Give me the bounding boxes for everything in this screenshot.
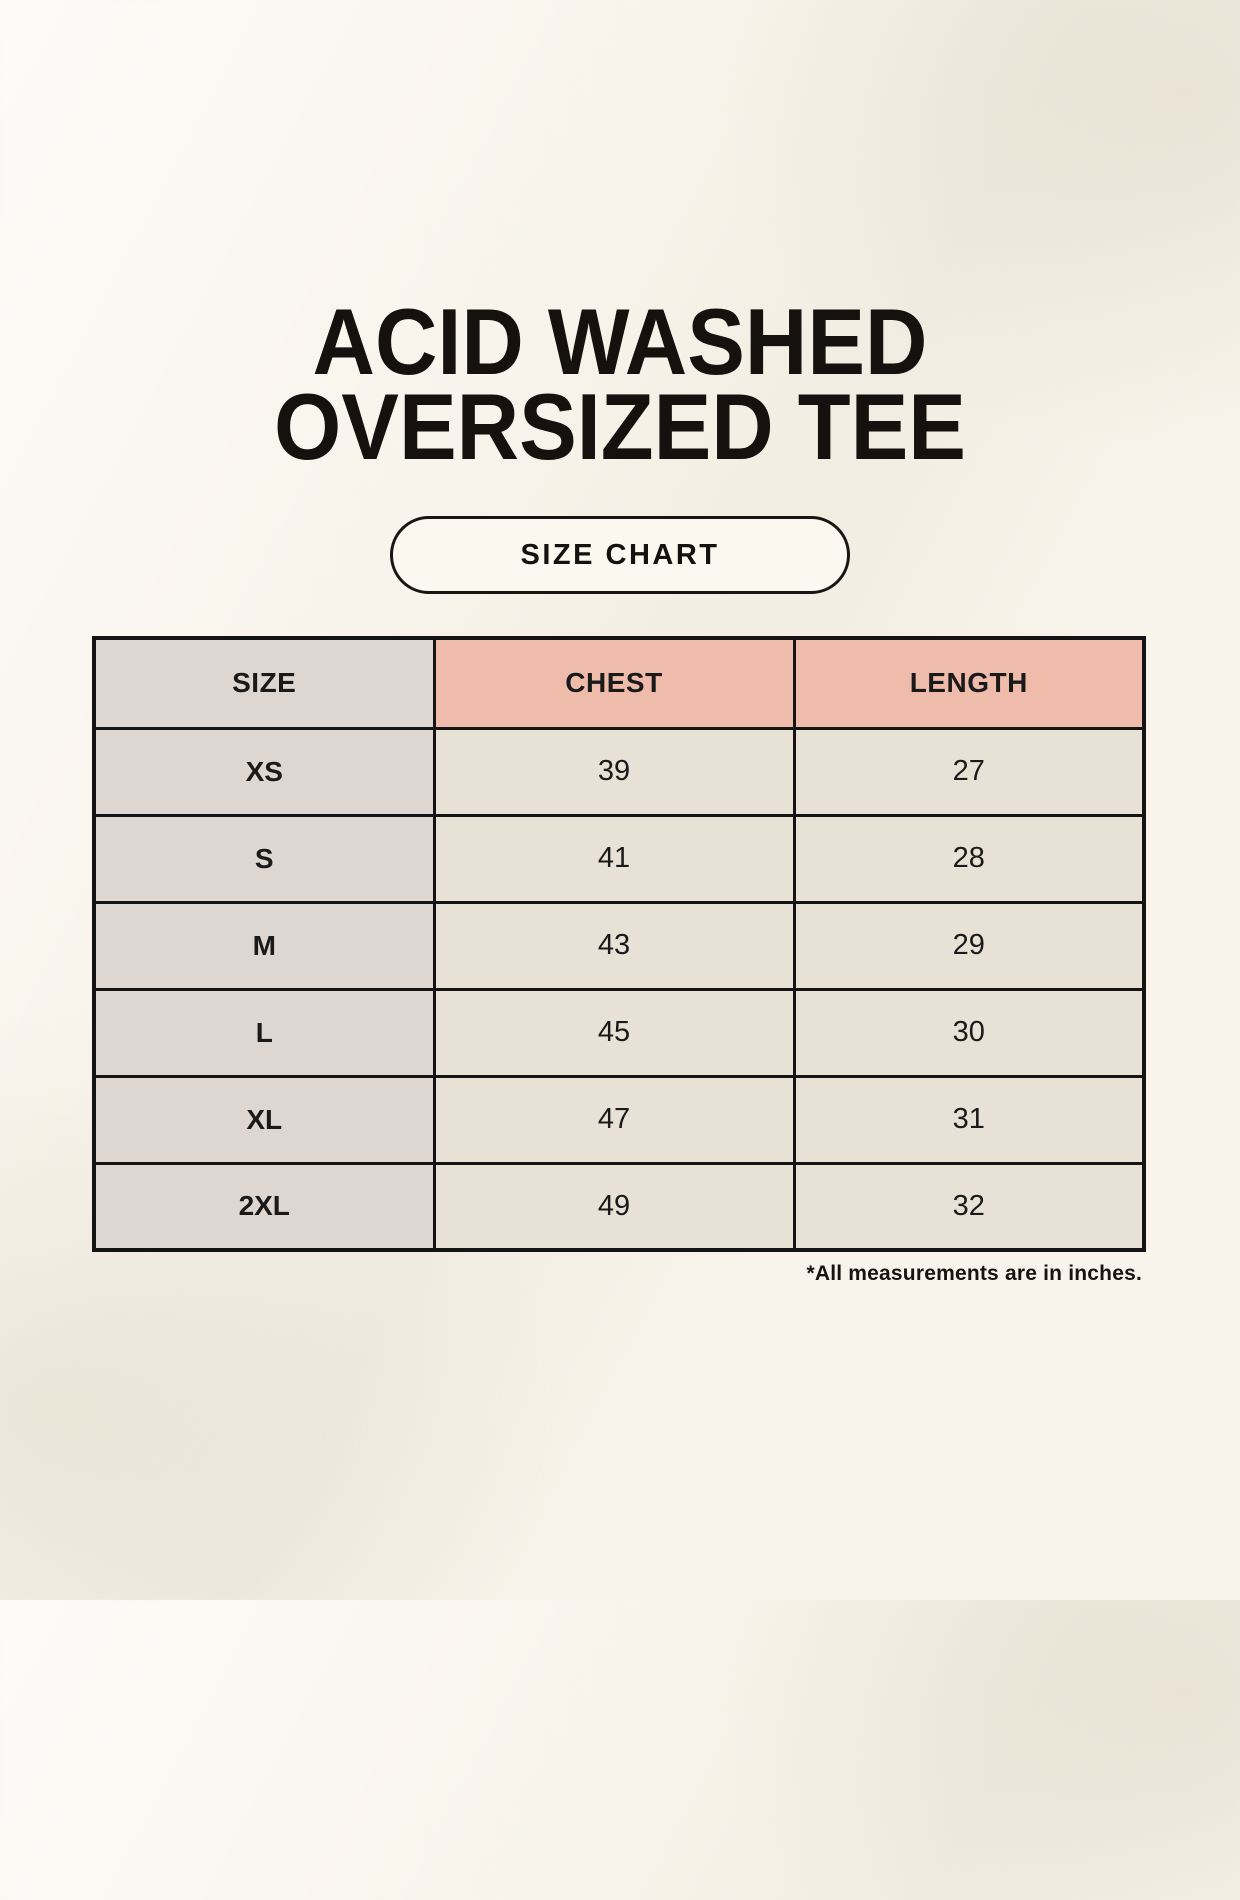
chest-value: 41 bbox=[432, 813, 796, 904]
table-row: 2XL 49 32 bbox=[92, 1161, 1146, 1252]
title-line-2: OVERSIZED TEE bbox=[274, 373, 966, 479]
title-line-1: ACID WASHED bbox=[312, 289, 928, 394]
chest-value: 47 bbox=[432, 1074, 796, 1165]
chest-value: 43 bbox=[432, 900, 796, 991]
column-header-chest: CHEST bbox=[432, 636, 796, 730]
size-chart-badge: SIZE CHART bbox=[390, 516, 850, 595]
measurements-footnote: *All measurements are in inches. bbox=[806, 1262, 1142, 1286]
size-label: XL bbox=[92, 1074, 436, 1165]
size-table: SIZE CHEST LENGTH XS 39 27 S 41 28 M 43 … bbox=[92, 636, 1146, 1253]
chest-value: 39 bbox=[432, 726, 796, 817]
table-header-row: SIZE CHEST LENGTH bbox=[92, 636, 1146, 730]
length-value: 31 bbox=[792, 1074, 1146, 1165]
column-header-size: SIZE bbox=[92, 636, 436, 730]
chest-value: 45 bbox=[432, 987, 796, 1078]
table-row: XS 39 27 bbox=[92, 726, 1146, 817]
size-chart-page: ACID WASHED OVERSIZED TEE SIZE CHART SIZ… bbox=[0, 295, 1240, 1900]
size-label: M bbox=[92, 900, 436, 991]
size-label: XS bbox=[92, 726, 436, 817]
table-row: XL 47 31 bbox=[92, 1074, 1146, 1165]
size-label: 2XL bbox=[92, 1161, 436, 1252]
length-value: 32 bbox=[792, 1161, 1146, 1252]
length-value: 28 bbox=[792, 813, 1146, 904]
length-value: 29 bbox=[792, 900, 1146, 991]
size-label: S bbox=[92, 813, 436, 904]
table-row: M 43 29 bbox=[92, 900, 1146, 991]
size-chart-badge-label: SIZE CHART bbox=[520, 538, 720, 571]
length-value: 27 bbox=[792, 726, 1146, 817]
table-row: L 45 30 bbox=[92, 987, 1146, 1078]
chest-value: 49 bbox=[432, 1161, 796, 1252]
column-header-length: LENGTH bbox=[792, 636, 1146, 730]
page-title: ACID WASHED OVERSIZED TEE bbox=[50, 295, 1191, 474]
length-value: 30 bbox=[792, 987, 1146, 1078]
size-label: L bbox=[92, 987, 436, 1078]
table-row: S 41 28 bbox=[92, 813, 1146, 904]
